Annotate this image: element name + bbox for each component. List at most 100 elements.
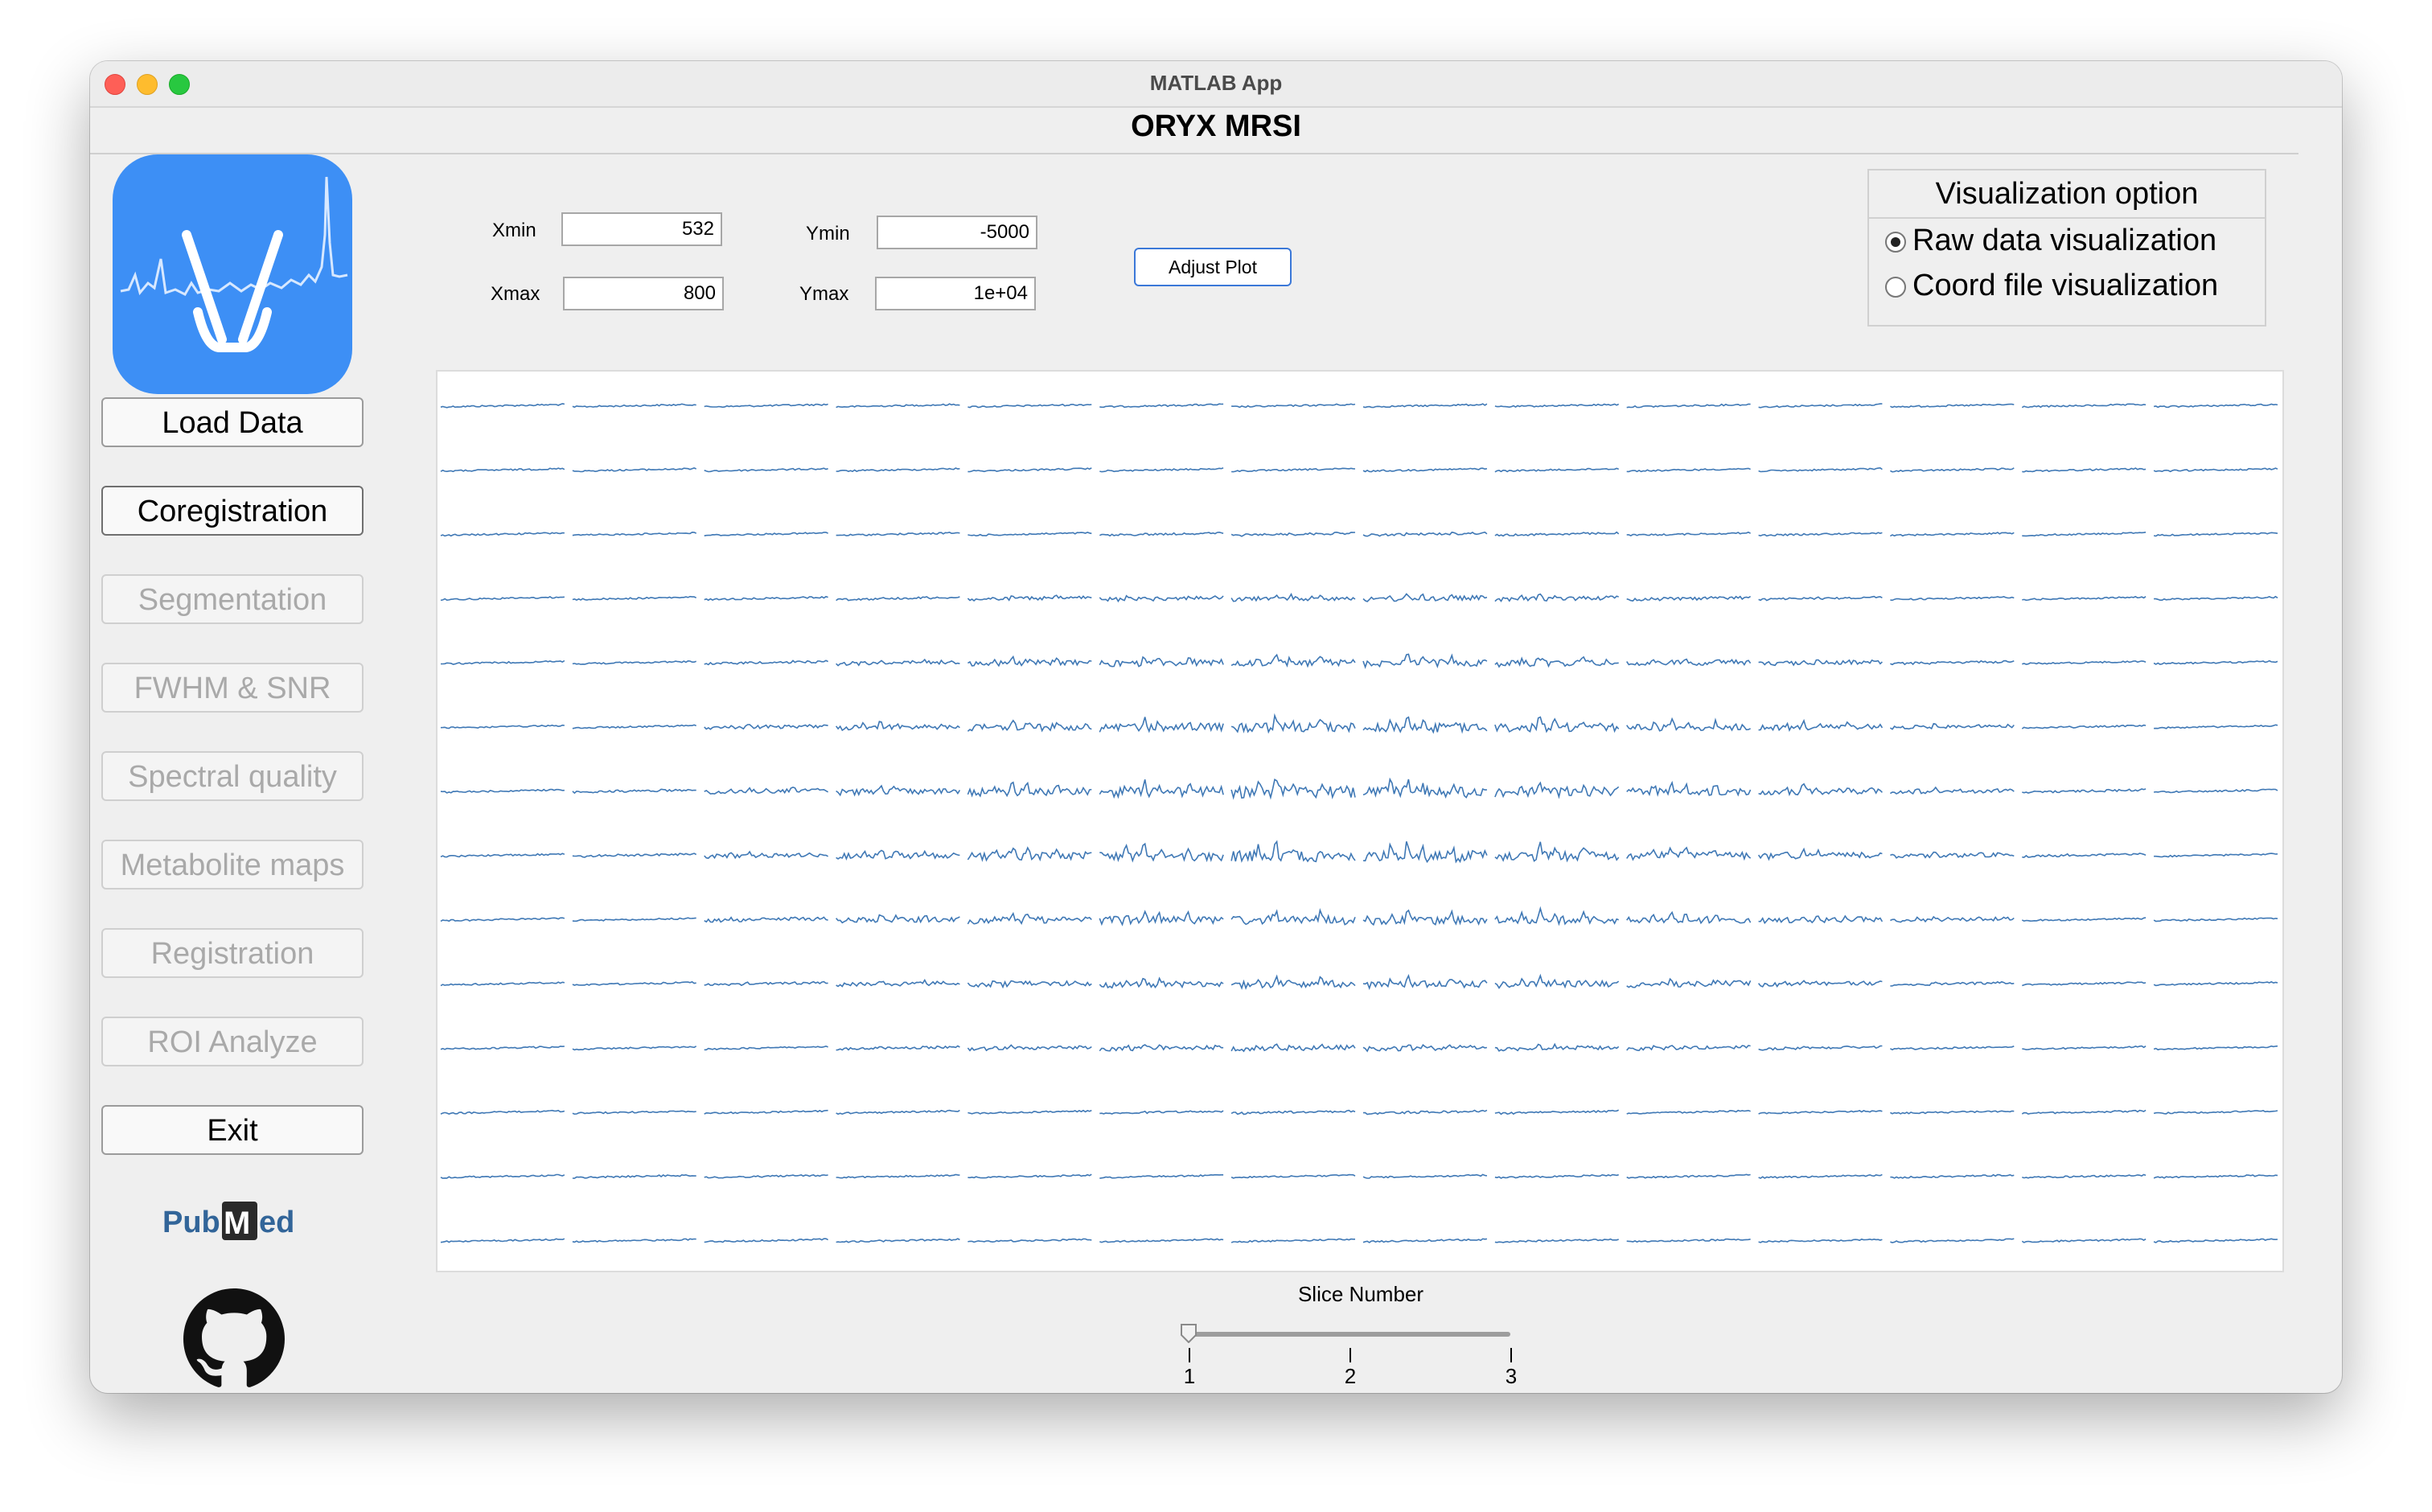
voxel-spectrum: [2021, 1238, 2146, 1243]
spectra-plot-area[interactable]: [436, 370, 2284, 1272]
voxel-spectrum: [967, 980, 1092, 989]
voxel-spectrum: [1494, 1173, 1619, 1179]
adjust-plot-button[interactable]: Adjust Plot: [1134, 248, 1292, 286]
voxel-spectrum: [2153, 532, 2278, 537]
voxel-spectrum: [2153, 467, 2278, 473]
xmin-field[interactable]: 532: [561, 212, 722, 246]
ymax-label: Ymax: [799, 283, 849, 305]
sidebar-button-load-data[interactable]: Load Data: [101, 397, 364, 447]
voxel-spectrum: [1230, 840, 1356, 863]
xmax-field[interactable]: 800: [563, 277, 724, 310]
voxel-spectrum: [2022, 853, 2146, 858]
voxel-spectrum: [1494, 906, 1619, 927]
voxel-spectrum: [1889, 786, 2015, 795]
voxel-spectrum: [2153, 917, 2278, 922]
voxel-spectrum: [1099, 403, 1224, 409]
ymin-label: Ymin: [806, 223, 850, 244]
voxel-spectrum: [1758, 1045, 1883, 1051]
voxel-spectrum: [1626, 658, 1752, 667]
voxel-spectrum: [704, 1109, 828, 1115]
voxel-spectrum: [1890, 1110, 2015, 1115]
app-window: MATLAB App ORYX MRSI Load Data Coregistra…: [90, 61, 2342, 1393]
sidebar-button-exit[interactable]: Exit: [101, 1105, 364, 1155]
voxel-spectrum: [1230, 907, 1356, 926]
voxel-spectrum: [440, 595, 565, 602]
oryx-logo-icon: [113, 154, 352, 394]
ymax-field[interactable]: 1e+04: [875, 277, 1036, 310]
voxel-spectrum: [1758, 595, 1883, 602]
voxel-spectrum: [836, 403, 960, 409]
svg-text:ed: ed: [259, 1206, 294, 1239]
voxel-spectrum: [572, 659, 696, 665]
voxel-spectrum: [836, 532, 960, 536]
sidebar-button-registration[interactable]: Registration: [101, 928, 364, 978]
sidebar-button-metabolite-maps[interactable]: Metabolite maps: [101, 840, 364, 890]
voxel-spectrum: [1230, 1173, 1356, 1179]
voxel-spectrum: [2021, 403, 2146, 409]
voxel-spectrum: [1099, 531, 1224, 537]
voxel-spectrum: [2153, 1110, 2278, 1115]
voxel-spectrum: [1362, 531, 1488, 537]
voxel-spectrum: [1758, 718, 1884, 732]
voxel-spectrum: [2021, 724, 2146, 729]
voxel-spectrum: [2153, 1174, 2278, 1179]
maximize-window-button[interactable]: [169, 74, 190, 95]
voxel-spectrum: [2022, 660, 2146, 665]
slice-slider-thumb[interactable]: [1181, 1324, 1197, 1343]
voxel-spectrum: [2153, 980, 2278, 987]
close-window-button[interactable]: [105, 74, 125, 95]
voxel-spectrum: [704, 467, 828, 473]
voxel-spectrum: [967, 1109, 1092, 1115]
raw-data-radio[interactable]: [1885, 232, 1906, 253]
voxel-spectrum: [440, 1109, 565, 1115]
voxel-spectrum: [704, 595, 828, 602]
voxel-spectrum: [572, 467, 697, 473]
voxel-spectrum: [572, 1173, 696, 1179]
sidebar-button-segmentation[interactable]: Segmentation: [101, 574, 364, 624]
voxel-spectrum: [1494, 973, 1620, 989]
svg-text:M: M: [224, 1206, 250, 1241]
pubmed-logo-icon[interactable]: Pub M ed: [162, 1197, 307, 1245]
voxel-spectrum: [1494, 841, 1620, 863]
voxel-spectrum: [835, 721, 960, 732]
sidebar-button-coregistration[interactable]: Coregistration: [101, 486, 364, 536]
voxel-spectrum: [1230, 1238, 1355, 1243]
voxel-spectrum: [704, 659, 828, 666]
minimize-window-button[interactable]: [137, 74, 158, 95]
voxel-spectrum: [704, 787, 828, 795]
voxel-spectrum: [1362, 1238, 1488, 1243]
voxel-spectrum: [440, 1046, 565, 1050]
voxel-spectrum: [836, 914, 960, 924]
voxel-spectrum: [1362, 467, 1488, 473]
voxel-spectrum: [572, 1046, 697, 1051]
voxel-spectrum: [967, 781, 1092, 798]
voxel-spectrum: [1230, 779, 1356, 800]
voxel-spectrum: [2153, 1238, 2278, 1243]
voxel-spectrum: [2153, 788, 2278, 794]
voxel-spectrum: [1362, 1173, 1488, 1179]
slice-tick-label: 1: [1183, 1364, 1196, 1388]
voxel-spectrum: [704, 850, 828, 860]
voxel-spectrum: [440, 788, 565, 794]
voxel-spectrum: [704, 980, 828, 987]
voxel-spectrum: [1757, 980, 1883, 988]
voxel-spectrum: [1890, 403, 2015, 409]
voxel-spectrum: [704, 916, 828, 923]
sidebar-button-roi-analyze[interactable]: ROI Analyze: [101, 1017, 364, 1066]
ymin-field[interactable]: -5000: [877, 216, 1037, 249]
sidebar-button-fwhm-snr[interactable]: FWHM & SNR: [101, 663, 364, 713]
slice-tick-mark: [1350, 1348, 1351, 1362]
voxel-spectrum: [1757, 847, 1883, 861]
slice-tick-label: 2: [1344, 1364, 1357, 1388]
github-icon[interactable]: [183, 1288, 285, 1390]
voxel-spectrum: [2022, 595, 2146, 602]
voxel-spectrum: [1758, 403, 1883, 409]
voxel-spectrum: [440, 1238, 565, 1243]
sidebar-button-spectral-quality[interactable]: Spectral quality: [101, 751, 364, 801]
coord-file-radio[interactable]: [1885, 277, 1906, 298]
voxel-spectrum: [1231, 467, 1356, 473]
window-title: MATLAB App: [1149, 71, 1283, 95]
voxel-spectrum: [1099, 1044, 1224, 1052]
voxel-spectrum: [1626, 846, 1752, 861]
slice-slider-track[interactable]: [1189, 1332, 1510, 1337]
